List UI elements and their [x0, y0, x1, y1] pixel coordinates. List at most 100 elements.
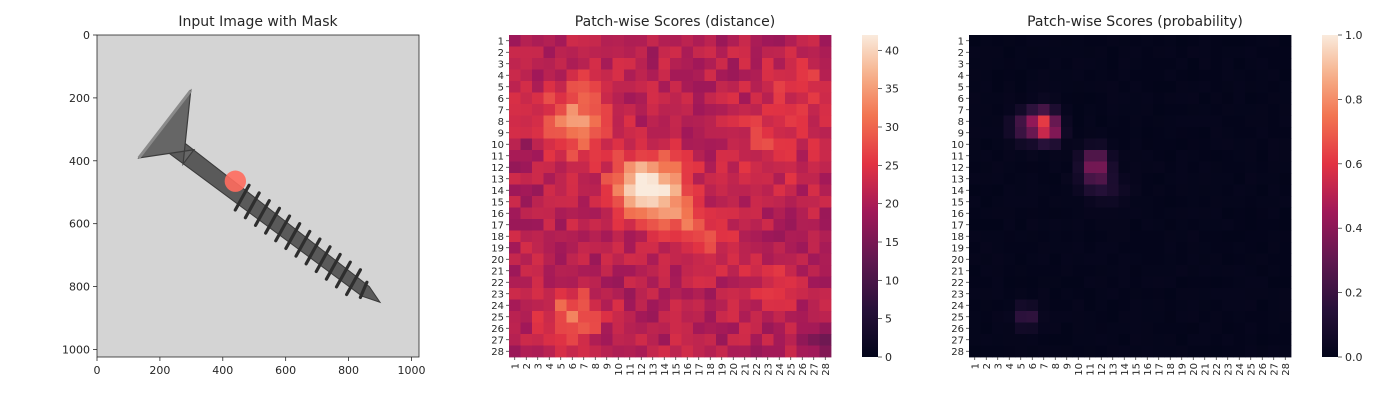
- heatmap-cell: [693, 138, 705, 151]
- heatmap-cell: [1256, 138, 1269, 151]
- heatmap-cell: [1118, 322, 1131, 335]
- heatmap-cell: [1049, 196, 1062, 208]
- heatmap-cell: [750, 242, 763, 254]
- heatmap-cell: [1268, 311, 1280, 323]
- heatmap-cell: [773, 322, 786, 335]
- heatmap-cell: [1038, 46, 1050, 59]
- heatmap-cell: [1199, 207, 1211, 220]
- heatmap-cell: [1279, 127, 1292, 139]
- heatmap-cell: [704, 334, 717, 346]
- heatmap-cell: [1107, 81, 1119, 93]
- heatmap-cell: [543, 184, 556, 197]
- heatmap-cell: [532, 161, 544, 174]
- y-tick-label: 800: [69, 281, 90, 294]
- heatmap-cell: [1141, 81, 1154, 93]
- heatmap-cell: [980, 92, 993, 105]
- heatmap-cell: [1279, 35, 1292, 47]
- heatmap-cell: [796, 81, 809, 93]
- heatmap-cell: [1199, 35, 1211, 47]
- heatmap-cell: [716, 46, 728, 59]
- heatmap-cell: [1199, 58, 1211, 70]
- y-tick-label: 18: [951, 232, 964, 243]
- heatmap-cell: [1153, 184, 1165, 197]
- heatmap-cell: [624, 115, 636, 128]
- heatmap-cell: [750, 173, 763, 185]
- x-tick-label: 8: [591, 363, 602, 369]
- heatmap-cell: [1176, 115, 1188, 128]
- heatmap-cell: [1061, 219, 1073, 231]
- heatmap-cell: [670, 207, 682, 220]
- heatmap-cell: [520, 35, 533, 47]
- heatmap-cell: [1187, 230, 1200, 243]
- heatmap-cell: [992, 161, 1004, 174]
- heatmap-cell: [520, 161, 533, 174]
- heatmap-cell: [1210, 81, 1223, 93]
- heatmap-cell: [1026, 299, 1039, 312]
- heatmap-cell: [1095, 288, 1108, 300]
- heatmap-cell: [1141, 104, 1154, 116]
- heatmap-cell: [555, 173, 567, 185]
- heatmap-cell: [578, 299, 590, 312]
- heatmap-cell: [647, 115, 659, 128]
- heatmap-cell: [785, 138, 797, 151]
- heatmap-cell: [1176, 299, 1188, 312]
- heatmap-cell: [1107, 138, 1119, 151]
- heatmap-cell: [819, 35, 832, 47]
- heatmap-cell: [727, 35, 740, 47]
- colorbar-tick-label: 1.0: [1345, 29, 1363, 42]
- heatmap-cell: [773, 173, 786, 185]
- heatmap-cell: [1164, 207, 1177, 220]
- y-tick-label: 22: [951, 278, 964, 289]
- heatmap-cell: [624, 322, 636, 335]
- heatmap-cell: [1118, 288, 1131, 300]
- heatmap-cell: [1049, 311, 1062, 323]
- heatmap-cell: [1084, 219, 1096, 231]
- heatmap-cell: [647, 104, 659, 116]
- heatmap-cell: [1187, 92, 1200, 105]
- heatmap-cell: [808, 127, 820, 139]
- heatmap-cell: [727, 81, 740, 93]
- heatmap-cell: [681, 253, 694, 266]
- heatmap-cell: [1268, 173, 1280, 185]
- heatmap-cell: [992, 81, 1004, 93]
- heatmap-cell: [773, 92, 786, 105]
- heatmap-cell: [762, 311, 774, 323]
- heatmap-cell: [1245, 276, 1257, 289]
- probability-heatmap-y-ticks: 1234567891011121314151617181920212223242…: [951, 37, 969, 358]
- heatmap-cell: [1245, 253, 1257, 266]
- x-tick-label: 23: [1223, 363, 1234, 376]
- heatmap-cell: [785, 92, 797, 105]
- heatmap-cell: [819, 219, 832, 231]
- heatmap-cell: [589, 219, 602, 231]
- heatmap-cell: [1153, 311, 1165, 323]
- y-tick-label: 11: [951, 152, 964, 163]
- heatmap-cell: [612, 334, 625, 346]
- heatmap-cell: [509, 173, 521, 185]
- heatmap-cell: [716, 207, 728, 220]
- heatmap-cell: [1256, 230, 1269, 243]
- heatmap-cell: [1187, 288, 1200, 300]
- heatmap-cell: [693, 334, 705, 346]
- heatmap-cell: [1279, 265, 1292, 277]
- heatmap-cell: [1130, 288, 1142, 300]
- heatmap-cell: [532, 242, 544, 254]
- heatmap-cell: [1118, 230, 1131, 243]
- heatmap-cell: [1210, 46, 1223, 59]
- heatmap-cell: [1061, 104, 1073, 116]
- heatmap-cell: [1118, 127, 1131, 139]
- heatmap-cell: [969, 334, 981, 346]
- heatmap-cell: [808, 253, 820, 266]
- heatmap-cell: [1118, 115, 1131, 128]
- heatmap-cell: [980, 207, 993, 220]
- heatmap-cell: [601, 92, 613, 105]
- heatmap-cell: [704, 265, 717, 277]
- heatmap-cell: [1210, 173, 1223, 185]
- heatmap-cell: [1038, 115, 1050, 128]
- heatmap-cell: [796, 230, 809, 243]
- heatmap-cell: [578, 92, 590, 105]
- heatmap-cell: [785, 58, 797, 70]
- heatmap-cell: [1222, 334, 1234, 346]
- heatmap-cell: [635, 299, 648, 312]
